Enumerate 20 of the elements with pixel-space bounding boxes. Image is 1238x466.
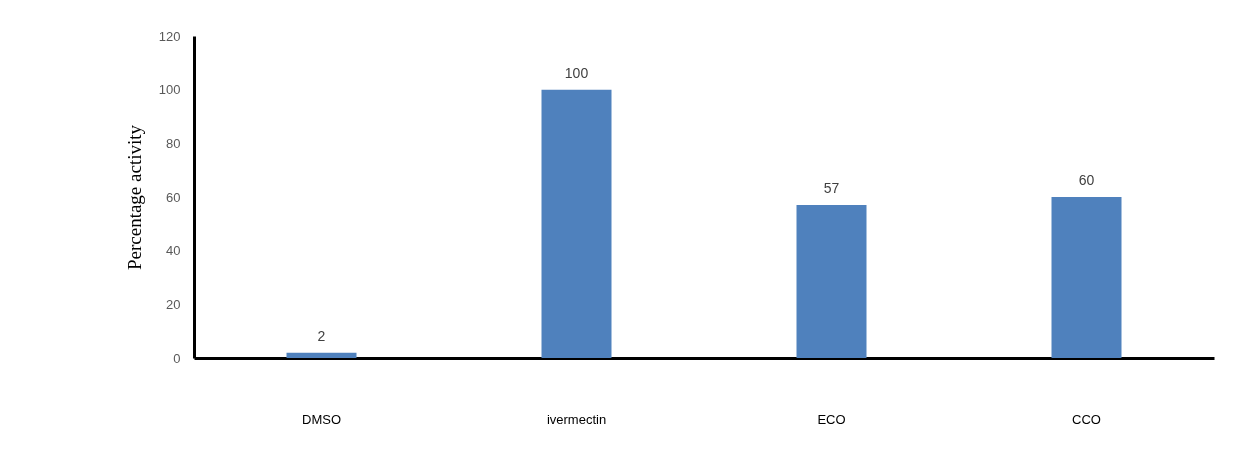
x-tick-label: ECO xyxy=(817,411,846,427)
y-tick-label: 0 xyxy=(173,350,181,366)
data-label: 2 xyxy=(317,327,326,344)
y-tick-label: 120 xyxy=(158,28,181,44)
data-label: 57 xyxy=(823,180,840,197)
y-tick-label: 20 xyxy=(166,296,181,312)
bar xyxy=(541,89,612,358)
x-tick-label: CCO xyxy=(1072,411,1101,427)
y-tick-label: 80 xyxy=(166,135,181,151)
y-tick-label: 60 xyxy=(166,189,181,205)
bar xyxy=(286,352,357,358)
data-label: 100 xyxy=(564,64,589,81)
x-tick-label: ivermectin xyxy=(546,411,607,427)
bar xyxy=(796,205,867,358)
y-tick-label: 100 xyxy=(158,82,181,98)
y-axis-title: Percentage activity xyxy=(123,124,145,271)
bar xyxy=(1051,197,1122,358)
y-tick-label: 40 xyxy=(166,243,181,259)
data-label: 60 xyxy=(1078,172,1095,188)
x-tick-label: DMSO xyxy=(302,411,341,427)
